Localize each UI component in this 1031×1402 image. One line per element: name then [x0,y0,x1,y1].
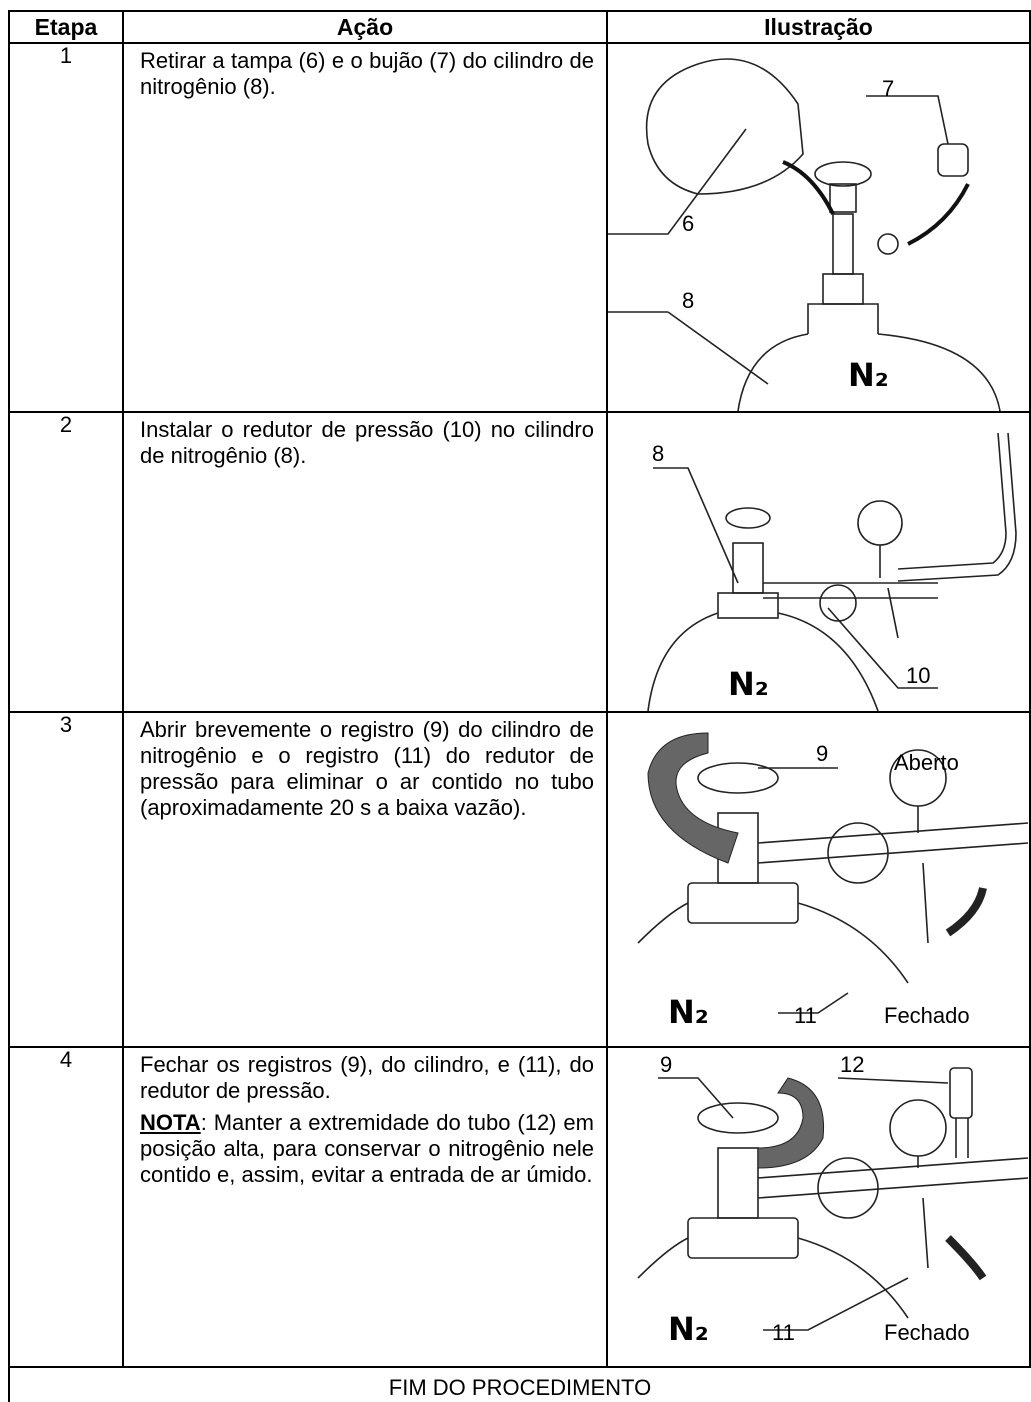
note-text: : Manter a extremidade do tubo (12) em p… [140,1110,594,1187]
action: Abrir brevemente o registro (9) do cilin… [122,711,606,1046]
illustration-drawing: 9 Aberto N₂ 11 Fechado [637,732,1029,1031]
action-text: Fechar os registros (9), do cilindro, e … [140,1052,594,1103]
action: Instalar o redutor de pressão (10) no ci… [122,411,606,711]
action-text: Retirar a tampa (6) e o bujão (7) do cil… [140,48,594,99]
state-label: Fechado [884,1003,970,1028]
note: NOTA: Manter a extremidade do tubo (12) … [140,1110,594,1188]
illustration: 9 12 N₂ 11 Fechado [606,1046,1031,1366]
illustration: 7 6 8 N₂ [606,42,1031,411]
callout-label: 11 [794,1003,817,1028]
footer-text: FIM DO PROCEDIMENTO [388,1375,652,1400]
callout-label: 8 [682,288,694,313]
callout-label: 9 [816,741,828,766]
step: 2 [8,411,122,711]
action-text: Abrir brevemente o registro (9) do cilin… [140,717,594,820]
gas-label: N₂ [728,665,769,703]
illustration: 8 N₂ 10 [606,411,1031,711]
action: Fechar os registros (9), do cilindro, e … [122,1046,606,1366]
illustration-drawing: 9 12 N₂ 11 Fechado [637,1052,1029,1348]
state-label: Fechado [884,1320,970,1345]
gas-label: N₂ [848,356,889,394]
callout-label: 9 [660,1052,672,1077]
header-illustration: Ilustração [606,10,1031,42]
step: 1 [8,42,122,411]
state-label: Aberto [894,750,959,775]
note-label: NOTA [140,1110,201,1135]
gas-label: N₂ [668,1310,709,1348]
illustration-drawing: 8 N₂ 10 [647,432,1017,711]
callout-label: 8 [652,441,664,466]
callout-label: 10 [906,663,930,688]
callout-label: 7 [882,76,894,101]
step: 3 [8,711,122,1046]
footer-cell: FIM DO PROCEDIMENTO [8,1366,1031,1402]
callout-label: 11 [772,1320,795,1345]
header-step: Etapa [8,10,122,42]
action: Retirar a tampa (6) e o bujão (7) do cil… [122,42,606,411]
illustration-drawing: 7 6 8 N₂ [608,58,1001,411]
action-text: Instalar o redutor de pressão (10) no ci… [140,417,594,468]
illustration: 9 Aberto N₂ 11 Fechado [606,711,1031,1046]
callout-label: 12 [840,1052,864,1077]
step: 4 [8,1046,122,1366]
header-action: Ação [122,10,606,42]
gas-label: N₂ [668,993,709,1031]
callout-label: 6 [682,211,694,236]
